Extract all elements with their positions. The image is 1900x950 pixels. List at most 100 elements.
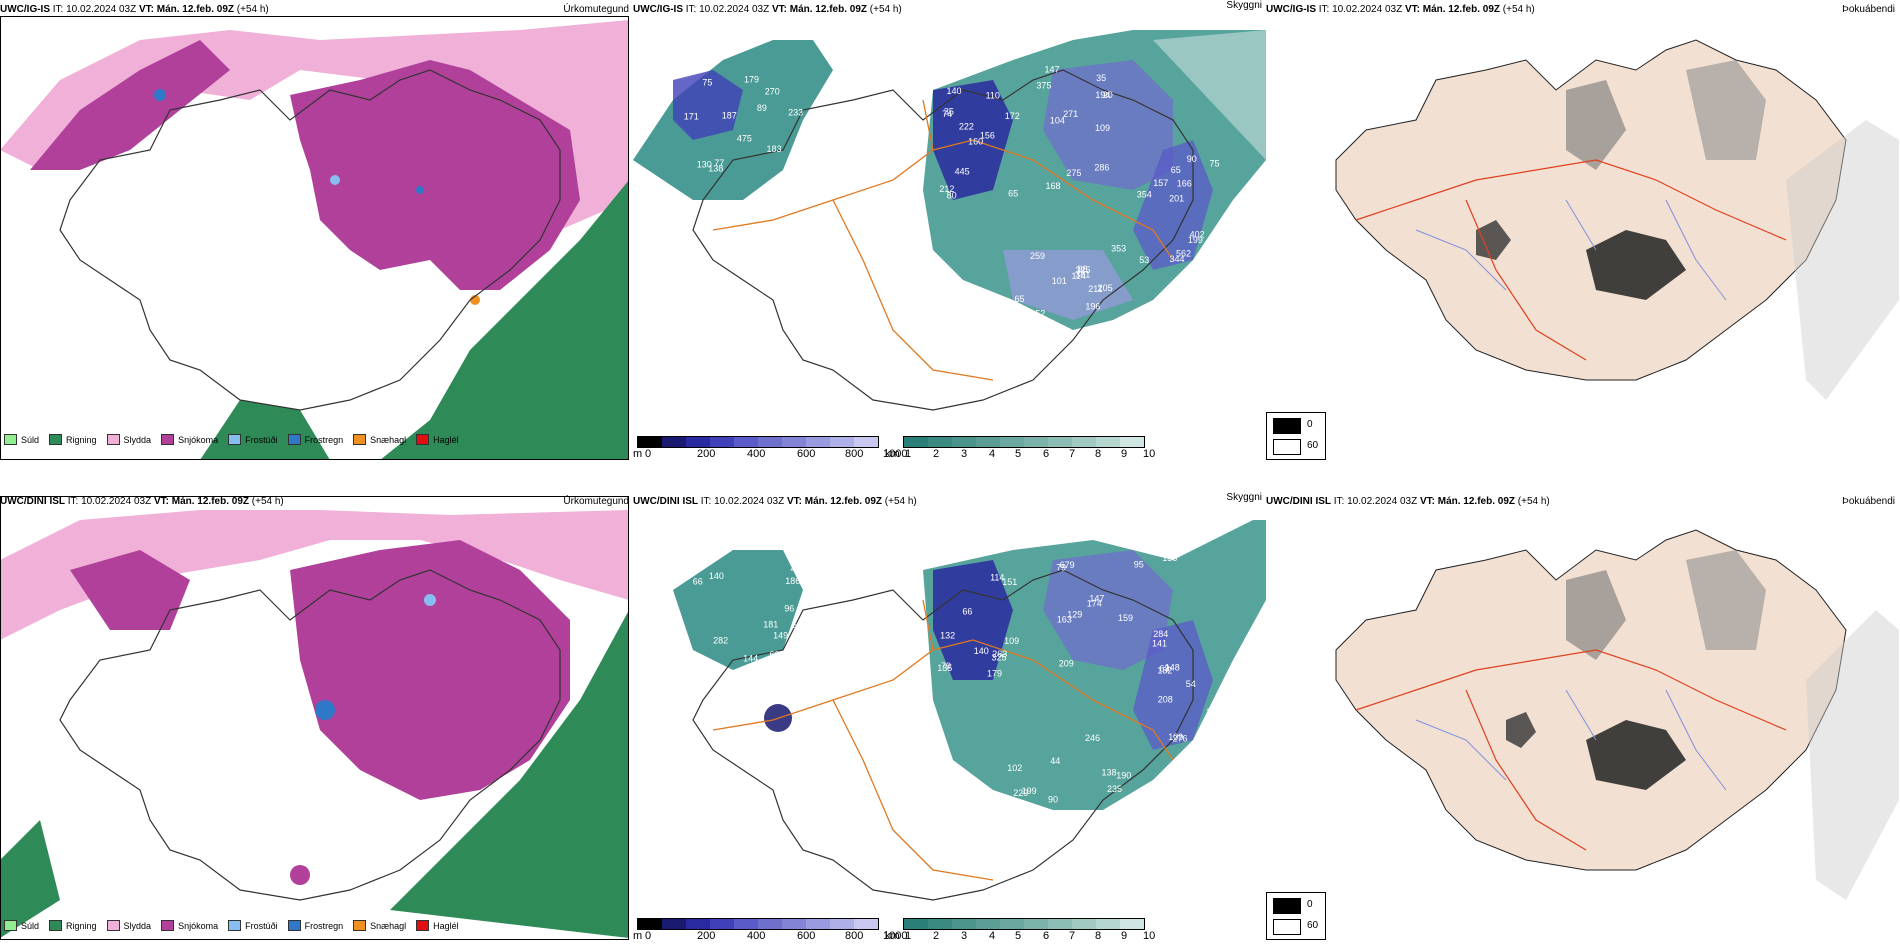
legend-item: Rigning: [49, 920, 97, 931]
fog-panel-top: UWC/IG-IS IT: 10.02.2024 03Z VT: Mán. 12…: [1266, 0, 1899, 470]
it-label: IT:: [1318, 4, 1330, 15]
visibility-area-west: [673, 550, 803, 670]
visibility-tick: 3: [961, 448, 968, 460]
visibility-value-label: 77: [714, 158, 724, 168]
visibility-value-label: 168: [1046, 181, 1061, 191]
it-value: 10.02.2024 03Z: [66, 4, 137, 15]
fog-moderate-area: [1686, 550, 1766, 650]
legend-item: Snæhagl: [353, 920, 406, 931]
vt-value: Mán. 12.feb. 09Z: [789, 4, 867, 15]
visibility-value-label: 114: [990, 573, 1004, 583]
visibility-value-label: 475: [737, 134, 752, 144]
visibility-value-label: 402: [1190, 230, 1205, 240]
visibility-value-label: 130: [697, 159, 712, 169]
cloud-base-patch: [1043, 60, 1173, 190]
visibility-tick: 2: [933, 448, 940, 460]
visibility-value-label: 182: [1157, 666, 1172, 676]
visibility-value-label: 381: [1075, 270, 1090, 280]
snow-area-south: [290, 865, 310, 885]
visibility-tick: 10: [1143, 448, 1156, 460]
visibility-value-label: 159: [1118, 613, 1133, 623]
visibility-value-label: 140: [974, 646, 989, 656]
panel-header: UWC/DINI ISL IT: 10.02.2024 03Z VT: Mán.…: [1266, 496, 1550, 507]
vt-value: Mán. 12.feb. 09Z: [171, 496, 249, 507]
visibility-value-label: 229: [1013, 788, 1028, 798]
iceland-coastline: [692, 569, 1194, 901]
panel-title: Þokuábendi: [1842, 496, 1895, 507]
lead-time: (+54 h): [251, 496, 284, 507]
it-value: 10.02.2024 03Z: [81, 496, 152, 507]
visibility-value-label: 147: [1045, 65, 1060, 75]
river-network: [1415, 199, 1727, 301]
cloud-base-tick: 200: [697, 448, 716, 460]
visibility-value-label: 35: [944, 107, 954, 117]
road-network: [712, 99, 1174, 381]
model-name: UWC/IG-IS: [1266, 4, 1316, 15]
visibility-value-label: 140: [709, 571, 724, 581]
it-value: 10.02.2024 03Z: [1332, 4, 1403, 15]
legend-item: Frostúði: [228, 434, 278, 445]
visibility-tick: 9: [1121, 448, 1128, 460]
visibility-value-label: 344: [1170, 254, 1185, 264]
fog-legend-bottom: 0 60: [1266, 892, 1326, 940]
visibility-value-label: 74: [942, 109, 952, 119]
visibility-value-label: 186: [785, 576, 800, 586]
visibility-value-label: 562: [1176, 248, 1191, 258]
fog-dense-area: [1506, 712, 1536, 748]
cloud-base-tick: 400: [747, 930, 766, 942]
visibility-value-label: 148: [1165, 663, 1180, 673]
river-network: [1415, 689, 1727, 791]
fog-dense-area: [1586, 720, 1686, 790]
fog-moderate-area: [1566, 80, 1626, 170]
visibility-value-label: 375: [1036, 81, 1051, 91]
model-name: UWC/DINI ISL: [0, 496, 65, 507]
visibility-value-label: 138: [1102, 768, 1117, 778]
visibility-value-label: 147: [1089, 594, 1104, 604]
visibility-value-label: 110: [986, 90, 1000, 100]
visibility-value-label: 181: [763, 620, 778, 630]
visibility-value-label: 20: [1103, 90, 1113, 100]
visibility-value-label: 199: [1022, 786, 1037, 796]
visibility-value-label: 135: [937, 663, 952, 673]
visibility-value-label: 96: [784, 604, 794, 614]
fog-moderate-area: [1566, 570, 1626, 660]
visibility-value-label: 102: [1007, 763, 1022, 773]
visibility-value-label: 246: [1085, 733, 1100, 743]
visibility-value-label: 44: [1050, 756, 1060, 766]
visibility-value-label: 117: [1206, 746, 1220, 756]
legend-item: Snæhagl: [353, 434, 406, 445]
visibility-tick: 7: [1069, 448, 1076, 460]
cloud-base-patch: [673, 70, 743, 140]
visibility-map: 181 109 209 284 44 60 79 95 63 83 66 132 79 117 90 96 14…: [673, 520, 1266, 901]
fog-offshore-area: [1806, 610, 1899, 900]
panel-header: UWC/IG-IS IT: 10.02.2024 03Z VT: Mán. 12…: [0, 4, 269, 15]
visibility-value-label: 275: [1066, 168, 1081, 178]
fog-dense-area: [1586, 230, 1686, 300]
cloud-base-tick: 600: [797, 930, 816, 942]
visibility-tick: 9: [1121, 930, 1128, 942]
visibility-value-label: 65: [1171, 165, 1181, 175]
visibility-value-label: 109: [1168, 732, 1183, 742]
legend-item: Rigning: [49, 434, 97, 445]
fog-map: [1335, 529, 1899, 900]
visibility-value-label: 187: [722, 111, 737, 121]
visibility-tick: 1: [905, 930, 912, 942]
model-name: UWC/IG-IS: [0, 4, 50, 15]
visibility-value-label: 259: [1030, 251, 1045, 261]
precip-legend: Súld Rigning Slydda Snjókoma Frostúði Fr…: [4, 920, 459, 931]
visibility-colorbar: [903, 918, 1145, 930]
visibility-value-label: 212: [939, 184, 954, 194]
visibility-value-label: 60: [770, 649, 780, 659]
it-label: IT:: [685, 4, 697, 15]
visibility-value-label: 271: [1063, 109, 1078, 119]
rain-area: [380, 180, 629, 460]
visibility-value-label: 144: [743, 653, 758, 663]
visibility-value-label: 156: [980, 131, 995, 141]
visibility-unit: km: [885, 930, 900, 942]
visibility-value-label: 679: [1060, 560, 1075, 570]
fog-offshore-area: [1786, 120, 1899, 400]
legend-item: Haglél: [416, 434, 459, 445]
map-frame: [0, 496, 629, 940]
snow-area-west: [30, 40, 230, 170]
visibility-value-label: 104: [1050, 115, 1065, 125]
